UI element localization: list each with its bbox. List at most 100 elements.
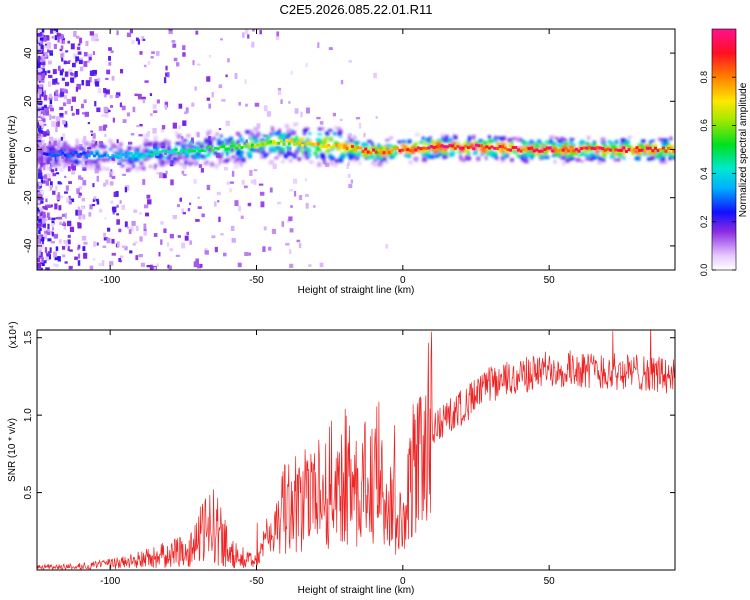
noise-speckle <box>63 240 68 244</box>
noise-speckle <box>84 160 88 166</box>
noise-speckle <box>77 247 80 251</box>
noise-speckle <box>71 96 76 102</box>
ridge-blob <box>286 150 290 156</box>
noise-speckle <box>141 36 145 41</box>
noise-speckle <box>40 40 44 46</box>
noise-speckle <box>64 191 68 194</box>
noise-speckle <box>37 133 42 137</box>
noise-speckle <box>87 122 90 125</box>
ridge-blob <box>153 144 158 149</box>
ridge-blob <box>119 148 122 152</box>
ridge-blob <box>262 153 267 159</box>
noise-speckle <box>385 243 389 249</box>
noise-speckle <box>53 29 59 33</box>
noise-speckle <box>139 123 143 127</box>
noise-speckle <box>252 29 255 32</box>
noise-speckle <box>240 215 244 219</box>
ridge-blob <box>480 150 484 155</box>
noise-speckle <box>43 72 46 79</box>
noise-speckle <box>145 133 150 137</box>
noise-speckle <box>46 212 50 219</box>
noise-speckle <box>106 69 111 75</box>
ridge-blob <box>301 151 305 156</box>
ridge-blob <box>269 141 274 146</box>
noise-speckle <box>87 53 92 56</box>
noise-speckle <box>55 121 59 128</box>
noise-speckle <box>67 40 71 44</box>
ridge-blob <box>569 140 573 145</box>
noise-speckle <box>47 177 51 182</box>
noise-speckle <box>197 206 202 209</box>
noise-speckle <box>47 204 52 208</box>
ridge-blob <box>385 146 389 150</box>
ridge-blob <box>175 153 179 156</box>
noise-speckle <box>45 256 49 262</box>
noise-speckle <box>119 69 124 74</box>
ridge-blob <box>379 158 384 163</box>
noise-speckle <box>37 137 42 140</box>
noise-speckle <box>263 134 268 138</box>
noise-speckle <box>135 225 139 232</box>
noise-speckle <box>105 77 109 80</box>
noise-speckle <box>200 168 204 173</box>
noise-speckle <box>208 55 212 58</box>
noise-speckle <box>87 60 90 63</box>
noise-speckle <box>172 43 177 48</box>
noise-speckle <box>112 206 117 213</box>
ridge-blob <box>70 154 75 158</box>
noise-speckle <box>41 240 44 245</box>
noise-speckle <box>290 70 293 75</box>
noise-speckle <box>37 45 42 50</box>
ridge-blob <box>500 157 505 163</box>
noise-speckle <box>131 40 135 44</box>
noise-speckle <box>339 118 343 122</box>
noise-speckle <box>259 30 262 35</box>
noise-speckle <box>76 188 80 194</box>
noise-speckle <box>71 62 76 68</box>
noise-speckle <box>41 118 46 123</box>
noise-speckle <box>70 198 75 203</box>
noise-speckle <box>319 121 324 125</box>
ridge-blob <box>523 153 528 156</box>
ridge-blob <box>220 134 223 138</box>
noise-speckle <box>104 133 107 137</box>
ridge-blob <box>325 162 328 166</box>
noise-speckle <box>62 120 66 125</box>
ridge-blob <box>203 161 208 166</box>
ridge-blob <box>296 148 300 151</box>
noise-speckle <box>172 214 177 220</box>
noise-speckle <box>71 165 76 171</box>
ridge-blob <box>264 153 269 156</box>
ridge-blob <box>188 146 192 150</box>
noise-speckle <box>55 172 60 175</box>
noise-speckle <box>117 241 120 247</box>
ridge-blob <box>310 144 316 147</box>
noise-speckle <box>37 267 41 270</box>
noise-speckle <box>48 104 53 109</box>
noise-speckle <box>316 116 321 120</box>
ridge-blob <box>236 140 241 143</box>
ridge-blob <box>419 140 422 144</box>
ridge-blob <box>272 131 277 136</box>
noise-speckle <box>53 78 57 84</box>
noise-speckle <box>66 98 71 105</box>
noise-speckle <box>59 39 62 44</box>
noise-speckle <box>121 105 126 111</box>
ridge-blob <box>415 157 418 163</box>
noise-speckle <box>59 112 64 117</box>
noise-speckle <box>128 229 132 234</box>
noise-speckle <box>101 260 105 267</box>
noise-speckle <box>47 81 52 87</box>
noise-speckle <box>98 126 103 131</box>
noise-speckle <box>54 35 58 41</box>
ridge-blob <box>179 162 183 166</box>
noise-speckle <box>47 238 52 242</box>
noise-speckle <box>247 134 252 139</box>
noise-speckle <box>38 182 42 187</box>
ridge-blob <box>451 148 454 152</box>
noise-speckle <box>40 162 45 168</box>
noise-speckle <box>137 93 142 100</box>
noise-speckle <box>96 175 99 182</box>
noise-speckle <box>44 260 47 264</box>
noise-speckle <box>206 184 211 191</box>
